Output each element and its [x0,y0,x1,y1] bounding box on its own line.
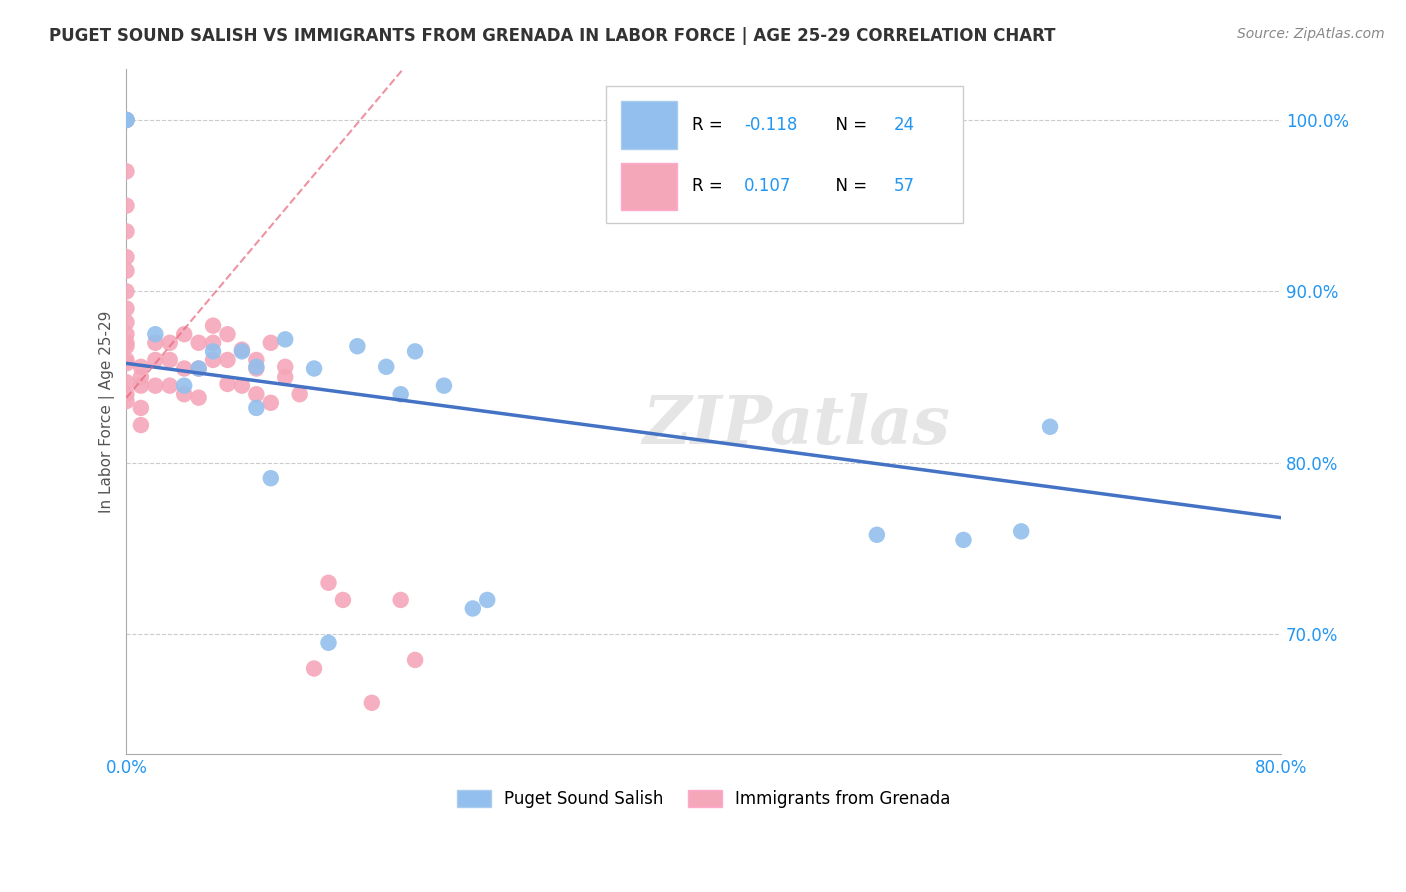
Point [115,112,138,127]
Point [129,359,152,374]
Point [952,533,974,547]
Point [129,370,152,384]
Point [231,378,253,392]
Point [404,344,426,359]
Point [115,356,138,370]
Text: R =: R = [692,178,734,195]
Point [260,396,283,410]
Point [274,332,297,346]
Point [318,575,340,590]
Text: R =: R = [692,116,728,134]
Point [143,335,166,350]
Point [260,335,283,350]
Point [288,387,311,401]
Point [173,327,195,342]
Point [115,285,138,299]
Point [231,343,253,357]
Point [115,387,138,401]
Point [143,353,166,368]
Text: 24: 24 [894,116,915,134]
Text: N =: N = [825,116,872,134]
Point [1010,524,1032,539]
Point [202,344,225,359]
Y-axis label: In Labor Force | Age 25-29: In Labor Force | Age 25-29 [100,310,115,513]
Point [389,387,412,401]
Point [217,376,239,391]
Text: -0.118: -0.118 [744,116,797,134]
Point [115,224,138,238]
Point [389,593,412,607]
Point [129,401,152,415]
Point [260,471,283,485]
Point [202,318,225,333]
Point [187,335,209,350]
Point [115,250,138,264]
Point [187,361,209,376]
Point [1039,419,1062,434]
Point [173,378,195,392]
Point [375,359,398,374]
Point [202,335,225,350]
Point [115,315,138,329]
FancyBboxPatch shape [606,86,963,223]
Point [129,378,152,392]
Point [173,361,195,376]
Point [245,353,267,368]
Point [433,378,456,392]
Point [245,361,267,376]
Point [115,199,138,213]
Point [217,353,239,368]
Point [159,378,181,392]
Point [143,378,166,392]
Point [115,112,138,127]
Text: 0.107: 0.107 [744,178,792,195]
Text: PUGET SOUND SALISH VS IMMIGRANTS FROM GRENADA IN LABOR FORCE | AGE 25-29 CORRELA: PUGET SOUND SALISH VS IMMIGRANTS FROM GR… [49,27,1056,45]
Point [115,164,138,178]
Legend: Puget Sound Salish, Immigrants from Grenada: Puget Sound Salish, Immigrants from Gren… [450,783,957,814]
Point [159,335,181,350]
Point [115,394,138,409]
Point [274,370,297,384]
Point [115,301,138,316]
Point [245,359,267,374]
Point [129,418,152,433]
Point [461,601,484,615]
Point [115,112,138,127]
FancyBboxPatch shape [620,102,678,149]
Point [115,112,138,127]
Point [202,353,225,368]
Point [866,528,889,542]
Point [302,661,325,675]
Point [115,327,138,342]
FancyBboxPatch shape [620,163,678,211]
Point [318,636,340,650]
Point [115,353,138,368]
Point [115,339,138,353]
Point [346,339,368,353]
Point [115,335,138,350]
Point [274,359,297,374]
Text: 57: 57 [894,178,915,195]
Text: Source: ZipAtlas.com: Source: ZipAtlas.com [1237,27,1385,41]
Point [217,327,239,342]
Point [231,344,253,359]
Point [245,387,267,401]
Text: N =: N = [825,178,872,195]
Text: ZIPatlas: ZIPatlas [643,392,950,458]
Point [360,696,382,710]
Point [245,401,267,415]
Point [159,353,181,368]
Point [115,376,138,390]
Point [187,391,209,405]
Point [302,361,325,376]
Point [115,264,138,278]
Point [143,327,166,342]
Point [404,653,426,667]
Point [173,387,195,401]
Point [332,593,354,607]
Point [187,361,209,376]
Point [477,593,499,607]
